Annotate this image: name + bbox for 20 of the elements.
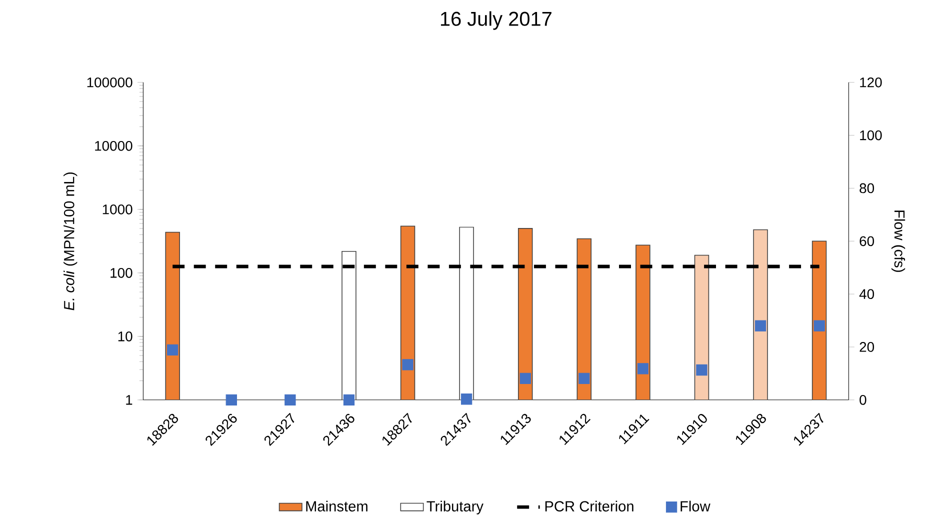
y2-tick-label: 20: [860, 342, 874, 352]
legend-label: Mainstem: [306, 500, 368, 512]
y-tick-label: 1000: [102, 204, 132, 214]
y2-tick-label: 80: [860, 183, 874, 194]
y2-tick-label: 100: [860, 130, 882, 140]
y2-tick-label: 0: [860, 394, 866, 405]
y-tick-label: 100: [110, 268, 132, 278]
legend-label: Tributary: [426, 500, 484, 514]
y2-tick-label: 40: [859, 289, 874, 299]
y-tick-label: 10000: [95, 140, 132, 151]
legend-label: Flow: [680, 500, 710, 512]
legend-label: PCR Criterion: [545, 500, 634, 512]
y-tick-label: 10: [118, 331, 132, 342]
y-tick-label: 1: [126, 395, 132, 405]
chart-title: 16 July 2017: [440, 11, 552, 30]
y-axis-title: E. coli (MPN/100 mL): [64, 172, 78, 310]
y2-tick-label: 120: [860, 77, 882, 88]
y2-axis-title: Flow (cfs): [891, 210, 906, 272]
y2-tick-label: 60: [860, 236, 874, 246]
y-tick-label: 100000: [87, 77, 132, 88]
